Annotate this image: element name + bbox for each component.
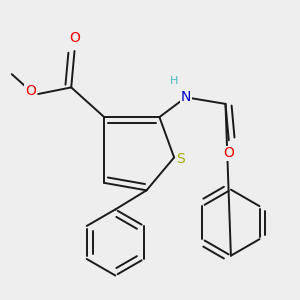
- Text: H: H: [170, 76, 178, 86]
- Text: S: S: [176, 152, 185, 166]
- Text: O: O: [69, 31, 80, 45]
- Text: N: N: [181, 90, 191, 104]
- Text: O: O: [25, 84, 36, 98]
- Text: O: O: [223, 146, 234, 161]
